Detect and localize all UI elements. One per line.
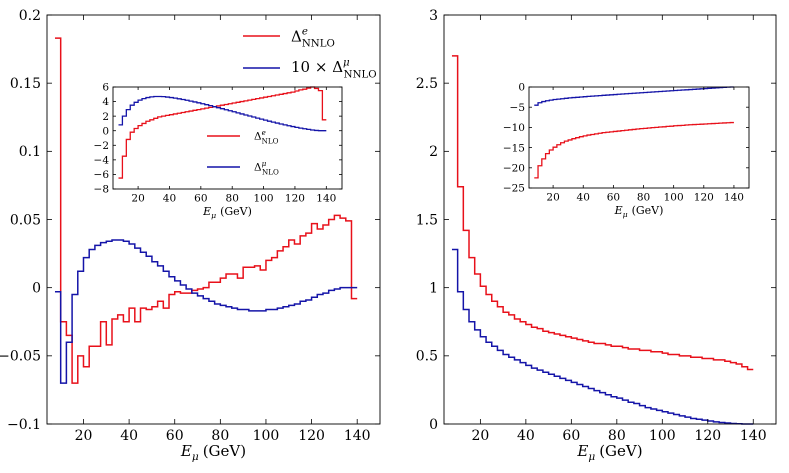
x-tick-label: 120 [298, 428, 325, 444]
x-tick-label: 100 [253, 428, 280, 444]
series-blue-line [451, 248, 754, 425]
y-tick-label: −10 [503, 122, 525, 134]
y-tick-label: −0.1 [7, 417, 41, 433]
y-tick-label: 0 [518, 82, 525, 94]
y-tick-label: −15 [503, 142, 525, 154]
series-red-line [118, 86, 327, 179]
x-tick-label: 120 [694, 192, 714, 204]
y-tick-label: 0.1 [19, 144, 41, 160]
x-tick-label: 100 [649, 428, 676, 444]
y-tick-label: 0 [32, 281, 41, 297]
x-tick-label: 40 [120, 428, 138, 444]
x-tick-label: 60 [562, 428, 580, 444]
left-inset-chart: 20 40 60 80 100 120 140 −8 −6 −4 −2 0 2 4 6 Eμ (GeV) Δe NL… [94, 82, 343, 220]
series-red-line [451, 55, 754, 371]
x-axis-label: Eμ (GeV) [202, 205, 252, 220]
plot-frame [528, 86, 750, 189]
inset-background [529, 87, 749, 188]
left-main-chart: 20 40 60 80 100 120 140−0.1−0.0500.050.10.150.… [0, 8, 381, 463]
x-tick-label: 100 [254, 193, 274, 205]
x-tick-label: 100 [664, 192, 684, 204]
x-tick-label: 20 [75, 428, 93, 444]
y-tick-label: 2 [429, 144, 438, 160]
y-tick-label: 0.2 [19, 8, 41, 24]
y-tick-label: −8 [94, 184, 109, 196]
x-tick-label: 120 [285, 193, 305, 205]
y-tick-label: −4 [94, 155, 110, 167]
y-tick-label: 0.5 [416, 349, 438, 365]
x-axis-label: Eμ (GeV) [576, 442, 642, 463]
x-tick-label: 120 [694, 428, 721, 444]
series-blue-line [534, 86, 734, 106]
right-inset-chart: 20 40 60 80 100 120 140 −25 −20 −15 −10 −5 0 Eμ (GeV) [503, 82, 750, 219]
right-main-chart: 20 40 60 80 100 120 140 0 0.5 1 1.5 2 2.5 3 Eμ (GeV) [416, 8, 777, 463]
y-tick-label: 0 [429, 417, 438, 433]
x-tick-label: 20 [131, 193, 144, 205]
x-tick-label: 40 [163, 193, 176, 205]
x-tick-label: 60 [194, 193, 207, 205]
x-tick-label: 80 [211, 428, 229, 444]
y-tick-label: 1 [429, 281, 438, 297]
series-blue-line [54, 239, 358, 384]
y-tick-label: 6 [102, 82, 109, 94]
plot-frame [112, 86, 343, 190]
x-tick-label: 60 [166, 428, 184, 444]
x-tick-label: 140 [344, 428, 371, 444]
x-tick-label: 140 [740, 428, 767, 444]
x-tick-label: 20 [546, 192, 559, 204]
y-tick-label: −6 [94, 169, 110, 181]
y-tick-label: −5 [510, 102, 525, 114]
x-tick-label: 80 [637, 192, 650, 204]
x-tick-label: 40 [577, 192, 590, 204]
x-axis-label: Eμ (GeV) [180, 442, 246, 463]
x-tick-label: 40 [517, 428, 535, 444]
series-red-line [534, 121, 734, 179]
y-tick-label: −2 [94, 140, 109, 152]
y-tick-label: 1.5 [416, 212, 438, 228]
y-tick-label: 2.5 [416, 76, 438, 92]
y-tick-label: 3 [429, 8, 438, 24]
x-tick-label: 140 [316, 193, 336, 205]
y-tick-label: 0 [102, 125, 109, 137]
inset-background [113, 87, 342, 189]
y-tick-label: 2 [102, 111, 109, 123]
y-tick-label: −20 [503, 162, 525, 174]
x-axis-label: Eμ (GeV) [614, 204, 664, 219]
x-tick-label: 140 [724, 192, 744, 204]
x-tick-label: 20 [471, 428, 489, 444]
y-tick-label: 0.05 [10, 212, 41, 228]
x-tick-label: 80 [608, 428, 626, 444]
legend-label-red: Δe NNLO [291, 27, 335, 50]
y-tick-label: −25 [503, 183, 525, 195]
legend-label-blue: 10 × Δμ NNLO [291, 57, 377, 80]
legend-label-red: Δe NLO [254, 128, 279, 145]
x-tick-label: 60 [607, 192, 620, 204]
y-tick-label: 0.15 [10, 76, 41, 92]
y-tick-label: −0.05 [0, 349, 41, 365]
series-red-line [54, 37, 358, 384]
series-blue-line [118, 95, 327, 132]
y-tick-label: 4 [102, 96, 109, 108]
x-tick-label: 80 [226, 193, 239, 205]
legend-label-blue: Δμ NLO [254, 159, 279, 176]
